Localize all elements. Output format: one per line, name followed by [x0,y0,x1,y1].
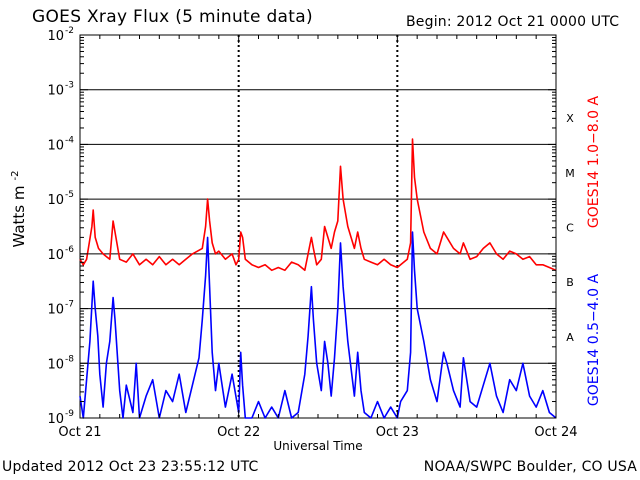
series-label-long-wave: GOES14 1.0−8.0 A [586,96,602,229]
y-tick-exponent: -7 [65,300,74,310]
flare-class-label: X [566,112,574,125]
y-tick-exponent: -5 [65,190,74,200]
y-tick-exponent: -2 [65,26,74,36]
x-tick-label: Oct 23 [376,425,419,440]
flare-class-label: C [566,222,574,235]
flare-class-label: M [565,167,575,180]
y-tick-exponent: -6 [65,245,74,255]
y-tick-label: 10 [47,138,64,153]
flare-class-label: A [566,331,574,344]
y-tick-label: 10 [47,248,64,263]
flare-class-label: B [566,276,574,289]
updated-timestamp: Updated 2012 Oct 23 23:55:12 UTC [2,459,259,475]
y-tick-label: 10 [47,29,64,44]
y-tick-label: 10 [47,84,64,99]
y-tick-exponent: -8 [65,354,74,364]
y-tick-label: 10 [47,412,64,427]
y-tick-exponent: -3 [65,81,74,91]
y-tick-exponent: -9 [65,409,74,419]
series-line-long-wave [79,138,557,272]
y-tick-exponent: -4 [65,135,74,145]
y-tick-label: 10 [47,357,64,372]
y-axis-label: Watts m [10,185,28,247]
x-tick-label: Oct 24 [534,425,577,440]
credit-text: NOAA/SWPC Boulder, CO USA [423,459,637,475]
plot-area [79,34,557,419]
x-tick-label: Oct 21 [58,425,101,440]
y-axis-label-exponent: -2 [10,171,21,181]
series-label-short-wave: GOES14 0.5−4.0 A [586,274,602,407]
chart-title: GOES Xray Flux (5 minute data) [32,7,313,27]
series-line-short-wave [79,231,557,419]
x-axis-label: Universal Time [273,439,362,453]
y-tick-label: 10 [47,303,64,318]
begin-time-label: Begin: 2012 Oct 21 0000 UTC [406,14,620,30]
x-tick-label: Oct 22 [217,425,260,440]
y-tick-label: 10 [47,193,64,208]
